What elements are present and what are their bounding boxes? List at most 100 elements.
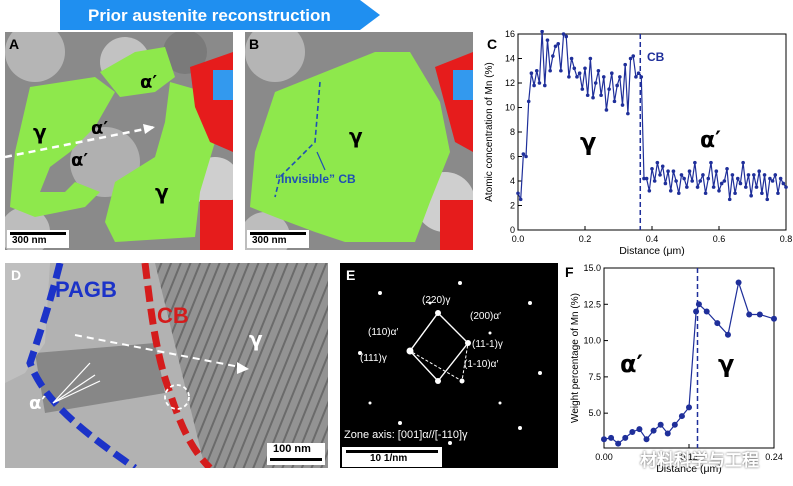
spot-label: (111)γ (360, 353, 387, 364)
x-tick-label: 0.8 (780, 234, 793, 244)
data-point (663, 181, 668, 186)
y-tick-label: 0 (510, 225, 515, 235)
data-point (668, 189, 673, 193)
data-point (693, 308, 700, 315)
scale-bar-label: 300 nm (252, 235, 287, 246)
data-point (569, 56, 574, 61)
panel-c-mn-profile-chart: 0.0 0.2 0.4 0.6 0.8 0 2 4 6 8 10 12 14 16 Distance (μm… (484, 30, 793, 257)
data-point (615, 440, 622, 447)
data-point (687, 169, 692, 173)
spot-label: (110)α′ (368, 327, 399, 338)
data-point (711, 185, 716, 189)
data-point (754, 185, 759, 189)
data-point (634, 75, 638, 79)
data-point (778, 176, 783, 181)
data-point (771, 315, 777, 322)
data-point (725, 166, 729, 171)
data-point (719, 181, 724, 186)
label-gamma: γ (33, 120, 47, 144)
data-point (757, 169, 761, 173)
data-point (551, 54, 555, 58)
data-point (679, 173, 684, 177)
y-tick-label: 12 (505, 78, 515, 88)
panel-a-label: A (9, 36, 20, 52)
data-point (695, 301, 702, 308)
label-alpha-prime: α′ (140, 72, 158, 93)
panel-e-diffraction-pattern: E (220)γ (200)α′ (110)α′ (111)γ (11-1)γ … (340, 263, 558, 468)
y-tick-label: 7.5 (588, 372, 601, 382)
scale-bar-label: 300 nm (12, 235, 47, 246)
zone-axis-label: Zone axis: [001]α//[-110]γ (344, 429, 468, 441)
data-point (518, 197, 523, 202)
data-point (647, 189, 652, 193)
data-point (717, 189, 721, 193)
label-gamma: γ (580, 128, 597, 156)
y-tick-label: 12.5 (583, 299, 601, 309)
panel-a-ebsd-map: A γ γ α′ α′ α′ 300 nm (5, 32, 233, 250)
scale-bar: 300 nm (7, 230, 69, 248)
label-gamma: γ (249, 327, 263, 351)
data-point (604, 108, 609, 112)
data-point (781, 181, 786, 186)
spot-label: (1-10)α′ (464, 359, 499, 370)
spot-label: (11-1)γ (472, 339, 503, 350)
data-point (722, 179, 727, 183)
data-point (727, 197, 732, 202)
scale-bar: 10 1/nm (342, 447, 442, 467)
data-point (655, 160, 660, 165)
data-point (765, 197, 770, 202)
data-point (545, 38, 550, 42)
data-point (682, 176, 686, 181)
data-point (703, 191, 708, 196)
data-point (610, 71, 614, 75)
data-point (577, 71, 582, 75)
panel-e-label: E (346, 267, 356, 283)
scale-bar: 300 nm (247, 230, 309, 248)
data-point (593, 81, 598, 85)
data-point (658, 173, 662, 177)
data-point (701, 173, 705, 177)
data-point (599, 93, 603, 98)
data-point (631, 54, 636, 58)
x-axis-label: Distance (μm) (656, 463, 722, 475)
data-point (770, 179, 775, 183)
data-point (564, 34, 569, 39)
data-point (548, 68, 552, 73)
data-point (608, 434, 615, 441)
x-tick-label: 0.0 (512, 234, 525, 244)
data-point (698, 179, 703, 183)
label-gamma: γ (718, 350, 735, 378)
data-point (572, 66, 577, 71)
banner-text: Prior austenite reconstruction (88, 6, 331, 25)
data-point (521, 152, 526, 156)
data-point (580, 87, 585, 91)
data-point (628, 56, 633, 61)
x-tick-label: 0.6 (713, 234, 726, 244)
data-point (666, 169, 670, 173)
y-tick-label: 16 (505, 30, 515, 39)
data-point (532, 83, 536, 88)
data-point (762, 173, 767, 177)
data-point (756, 311, 763, 318)
panel-b-label: B (249, 36, 260, 52)
data-point (585, 93, 590, 98)
series-line (603, 280, 775, 445)
x-tick-label: 0.00 (595, 452, 613, 462)
watermark: 材料科学与工程 (640, 451, 759, 471)
y-axis-label: Weight percentage of Mn (%) (570, 293, 581, 423)
data-point (636, 71, 641, 75)
data-point (529, 71, 534, 75)
y-tick-label: 4 (510, 176, 515, 186)
data-point (768, 176, 772, 181)
data-point (620, 103, 625, 107)
data-point (746, 173, 751, 177)
data-point (744, 185, 748, 189)
panel-c-label: C (487, 36, 498, 52)
data-point (526, 99, 531, 104)
label-gamma: γ (349, 124, 363, 148)
data-point (685, 185, 689, 189)
x-tick-label: 0.12 (680, 452, 698, 462)
y-tick-label: 6 (510, 152, 515, 162)
y-tick-label: 10 (505, 103, 515, 113)
data-point (650, 427, 657, 434)
